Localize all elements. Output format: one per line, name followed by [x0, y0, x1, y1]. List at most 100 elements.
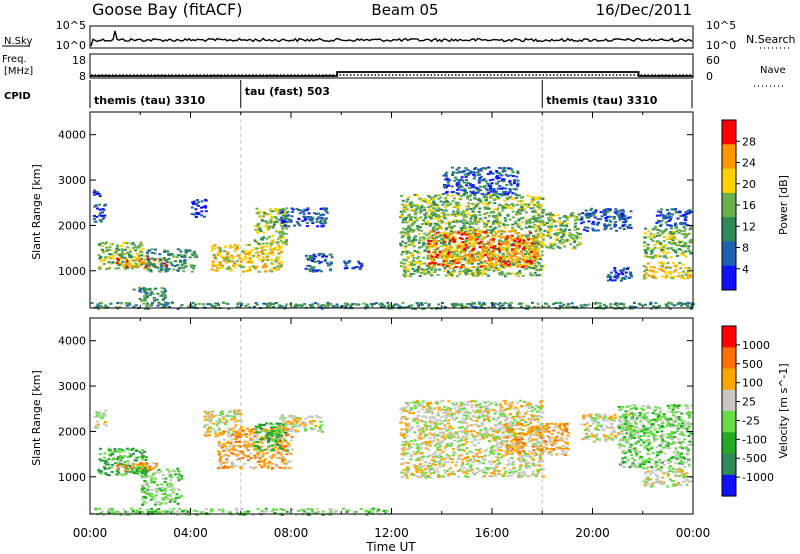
power-cell	[683, 233, 687, 235]
power-cell	[125, 304, 129, 307]
power-cell	[468, 238, 471, 241]
power-cell	[471, 273, 475, 276]
power-cell	[489, 257, 492, 260]
power-cell	[464, 175, 468, 178]
power-cell	[443, 242, 447, 245]
power-cell	[269, 245, 272, 248]
power-cell	[146, 257, 150, 260]
power-cell	[301, 220, 304, 223]
power-cell	[412, 261, 416, 264]
power-cell	[688, 274, 692, 276]
power-cell	[178, 261, 182, 263]
velocity-cell	[227, 434, 231, 437]
power-cell	[499, 261, 503, 263]
power-cell	[523, 241, 527, 244]
power-cell	[428, 263, 431, 266]
power-cell	[183, 262, 187, 265]
power-cell	[261, 220, 265, 222]
power-cell	[256, 231, 260, 234]
power-cell	[513, 180, 516, 183]
power-cell	[671, 213, 674, 216]
power-cell	[434, 215, 438, 218]
power-cell	[535, 274, 539, 277]
power-cell	[485, 204, 489, 207]
power-cell	[507, 302, 510, 305]
power-cell	[319, 221, 322, 224]
power-cell	[608, 209, 612, 212]
power-cell	[489, 187, 492, 190]
power-cell	[447, 235, 451, 238]
power-cell	[238, 264, 242, 267]
velocity-cell	[139, 463, 142, 466]
power-cell	[290, 211, 294, 213]
power-cell	[637, 302, 641, 305]
power-cell	[647, 230, 651, 233]
power-cell	[434, 268, 438, 271]
power-cell	[153, 299, 157, 302]
power-cell	[547, 305, 551, 308]
power-cell	[271, 250, 274, 253]
power-cell	[491, 302, 495, 305]
velocity-cell	[147, 485, 150, 488]
power-cell	[530, 201, 534, 204]
velocity-cell	[134, 450, 138, 452]
power-cell	[520, 203, 524, 205]
power-cell	[493, 202, 497, 205]
power-cell	[446, 270, 450, 273]
power-cell	[613, 303, 617, 306]
power-cell	[148, 263, 152, 266]
power-cell	[592, 213, 596, 216]
power-cell	[231, 264, 235, 267]
power-cell	[488, 194, 492, 197]
power-cell	[429, 237, 433, 240]
power-cell	[686, 303, 690, 306]
power-cell	[559, 301, 563, 304]
power-cell	[467, 267, 471, 270]
power-cell	[469, 190, 473, 193]
power-cell	[422, 200, 426, 203]
power-cell	[495, 182, 498, 185]
power-cell	[689, 252, 693, 255]
power-cell	[494, 194, 498, 197]
power-cell	[520, 251, 524, 254]
power-cell	[342, 305, 346, 308]
velocity-cell	[132, 468, 136, 471]
power-cell	[423, 223, 426, 226]
velocity-cell	[245, 435, 249, 438]
power-cell	[428, 224, 432, 227]
power-cell	[501, 255, 505, 258]
power-cell	[427, 303, 431, 306]
power-cell	[506, 264, 510, 267]
power-cell	[479, 234, 483, 237]
velocity-cell	[150, 479, 153, 482]
power-cell	[578, 233, 582, 236]
power-cell	[405, 200, 409, 203]
power-cell	[442, 258, 446, 260]
power-cell	[543, 229, 547, 232]
power-cell	[191, 201, 195, 204]
power-cell	[401, 301, 405, 304]
power-cell	[531, 210, 535, 213]
power-cell	[265, 223, 269, 226]
velocity-cell	[289, 428, 293, 431]
power-cell	[427, 266, 431, 269]
power-cell	[447, 184, 451, 187]
power-cell	[402, 274, 406, 276]
power-cell	[441, 239, 445, 241]
power-cell	[418, 260, 422, 263]
velocity-cell	[263, 465, 267, 468]
power-cell	[164, 301, 168, 304]
power-cell	[503, 226, 507, 229]
power-cell	[154, 287, 158, 290]
power-cell	[517, 194, 521, 197]
power-cell	[404, 218, 407, 221]
power-cell	[486, 232, 490, 235]
velocity-cell	[104, 409, 108, 412]
power-cell	[282, 242, 286, 245]
power-cell	[621, 273, 625, 276]
power-cell	[646, 243, 650, 246]
power-cell	[674, 269, 678, 272]
power-cell	[506, 175, 510, 177]
power-cell	[538, 219, 542, 222]
power-cell	[331, 305, 335, 307]
